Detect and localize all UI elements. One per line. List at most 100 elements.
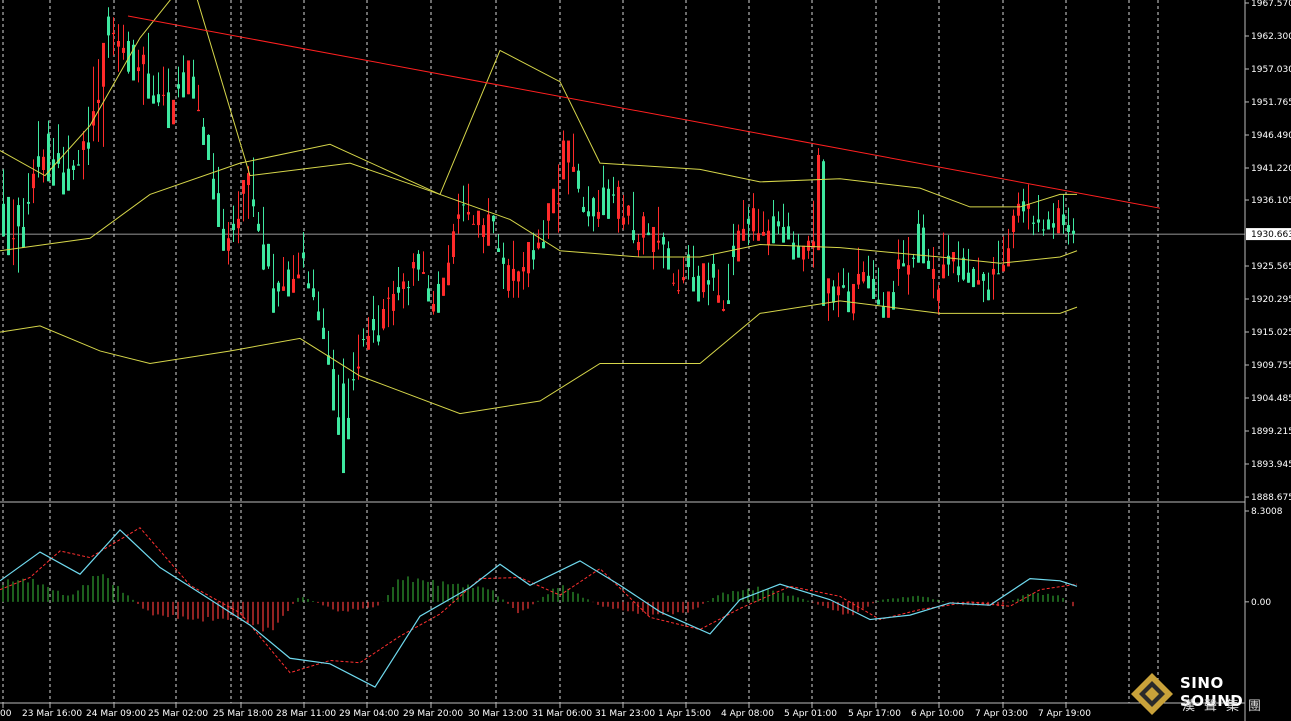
candle-body	[122, 47, 125, 53]
candle-body	[732, 245, 735, 258]
time-tick-label: 30 Mar 13:00	[468, 709, 528, 719]
candle-body	[162, 94, 165, 96]
price-panel[interactable]	[0, 0, 1245, 474]
candle-body	[577, 170, 580, 189]
candle-body	[657, 240, 660, 243]
time-tick-label: 28 Mar 11:00	[276, 709, 336, 719]
candle-body	[632, 230, 635, 241]
candle-body	[352, 379, 355, 381]
candle-body	[642, 216, 645, 238]
candle-body	[147, 73, 150, 99]
candle-body	[922, 227, 925, 264]
candle-body	[217, 193, 220, 227]
candle-body	[1072, 230, 1075, 234]
candle-body	[1032, 222, 1035, 224]
candle-body	[937, 289, 940, 301]
candle-body	[257, 223, 260, 231]
candle-body	[757, 233, 760, 241]
time-tick-label: 5 Apr 17:00	[848, 709, 901, 719]
candle-body	[372, 319, 375, 331]
candle-body	[892, 292, 895, 310]
candle-body	[2, 203, 5, 237]
candle-body	[702, 263, 705, 293]
candle-body	[32, 173, 35, 189]
candle-body	[332, 369, 335, 411]
candle-body	[687, 254, 690, 268]
candle-body	[347, 417, 350, 440]
candle-body	[247, 173, 250, 186]
candle-body	[587, 211, 590, 217]
time-tick-label: 7 Apr 19:00	[1038, 709, 1091, 719]
candle-body	[252, 199, 255, 207]
candle-body	[712, 263, 715, 278]
candle-body	[17, 205, 20, 227]
candle-body	[307, 283, 310, 289]
candle-body	[662, 236, 665, 245]
price-tick-label: 1957.030	[1251, 65, 1291, 75]
candle-body	[552, 188, 555, 214]
candle-body	[727, 300, 730, 304]
time-tick-label: 25 Mar 18:00	[213, 709, 273, 719]
price-tick-label: 1920.295	[1251, 295, 1291, 305]
resistance-trendline[interactable]	[127, 15, 1161, 209]
candle-body	[112, 32, 115, 35]
candle-body	[867, 275, 870, 289]
candle-body	[997, 273, 1000, 275]
candle-body	[272, 288, 275, 313]
candle-body	[827, 278, 830, 294]
candle-body	[92, 111, 95, 126]
candle-body	[22, 226, 25, 248]
candle-body	[152, 95, 155, 104]
candle-body	[322, 327, 325, 340]
candle-body	[107, 16, 110, 36]
candle-body	[132, 44, 135, 81]
candle-body	[812, 241, 815, 248]
candle-body	[1027, 204, 1030, 209]
logo-name: SINO SOUND	[1180, 674, 1244, 710]
candle-body	[817, 154, 820, 251]
candle-body	[42, 156, 45, 170]
price-axis: 1967.570 1962.300 1957.030 1951.765 1946.490…	[1245, 0, 1291, 503]
candle-body	[467, 211, 470, 215]
candle-body	[672, 282, 675, 284]
candle-body	[802, 245, 805, 260]
candle-body	[597, 211, 600, 219]
candle-body	[542, 242, 545, 249]
candle-body	[972, 268, 975, 288]
bollinger-lower-band	[0, 300, 1078, 415]
macd-main-line	[0, 529, 1078, 688]
macd-panel[interactable]	[0, 527, 1078, 688]
candle-body	[647, 232, 650, 236]
candle-body	[407, 287, 410, 289]
candle-body	[157, 94, 160, 103]
candle-body	[402, 281, 405, 289]
candle-body	[502, 257, 505, 264]
candle-body	[517, 271, 520, 282]
candle-body	[907, 265, 910, 275]
price-tick-label: 1915.025	[1251, 328, 1291, 338]
price-tick-label: 1951.765	[1251, 98, 1291, 108]
candle-body	[762, 231, 765, 236]
candle-body	[302, 252, 305, 259]
candle-body	[667, 248, 670, 270]
candle-body	[767, 230, 770, 246]
candle-body	[382, 308, 385, 329]
candle-body	[707, 280, 710, 285]
price-tick-label: 1888.675	[1251, 493, 1291, 503]
candle-body	[437, 283, 440, 313]
price-tick-label: 1962.300	[1251, 32, 1291, 42]
candle-body	[462, 204, 465, 206]
candle-body	[1047, 219, 1050, 230]
candle-body	[67, 168, 70, 191]
logo-chinese-name: 漢聲集團	[1182, 699, 1271, 714]
candle-body	[942, 264, 945, 279]
price-tick-label: 1967.570	[1251, 0, 1291, 9]
candle-body	[417, 253, 420, 270]
candle-body	[427, 288, 430, 302]
candle-body	[752, 208, 755, 232]
candle-body	[497, 248, 500, 253]
candle-body	[412, 262, 415, 269]
candle-body	[477, 210, 480, 226]
candle-body	[982, 273, 985, 281]
